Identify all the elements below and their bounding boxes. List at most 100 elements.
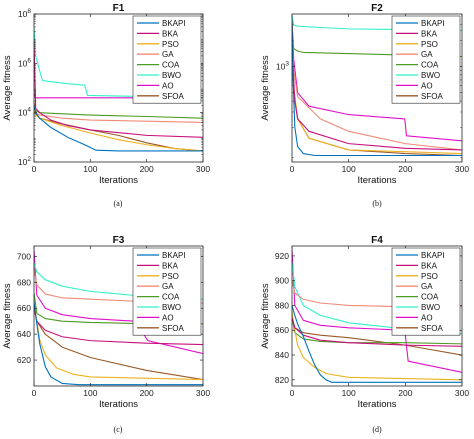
legend-label-bkapi: BKAPI (162, 251, 186, 260)
legend-label-bkapi: BKAPI (421, 19, 445, 28)
x-tick-label: 0 (32, 388, 37, 398)
series-line-bwo (34, 26, 203, 99)
x-tick-label: 300 (455, 388, 469, 398)
legend-label-bwo: BWO (421, 303, 440, 312)
legend-label-pso: PSO (162, 272, 179, 281)
panel-f1: 0 100 200 300 102 104 106 108 F1 Iterations Averag… (2, 3, 210, 208)
series-line-pso (34, 108, 203, 152)
legend-label-ao: AO (162, 81, 174, 90)
chart-title: F4 (371, 235, 383, 246)
y-tick-label: 104 (18, 107, 31, 118)
legend-label-ga: GA (421, 282, 433, 291)
chart-title: F1 (113, 3, 125, 14)
y-tick-label: 820 (275, 375, 289, 385)
y-axis-label: Average fitness (2, 55, 13, 121)
panel-f3: 0 100 200 300 620 640 660 680 700 F3 Iterations Ave… (2, 235, 210, 434)
series-line-bka (34, 39, 203, 138)
series-line-bkapi (34, 301, 203, 386)
axes-frame (291, 245, 463, 387)
x-axis-label: Iterations (99, 399, 138, 410)
y-tick-label: 660 (17, 303, 31, 313)
y-tick-label: 102 (18, 156, 31, 167)
legend-label-coa: COA (162, 61, 180, 70)
y-tick-label: 860 (275, 325, 289, 335)
axes-frame (33, 245, 204, 387)
legend-label-sfoa: SFOA (162, 324, 184, 333)
y-tick-label: 880 (275, 300, 289, 310)
legend-label-coa: COA (421, 61, 439, 70)
legend-label-ga: GA (162, 282, 174, 291)
y-tick-label: 620 (17, 355, 31, 365)
y-tick-label: 103 (276, 60, 289, 71)
panel-caption: (b) (372, 199, 382, 208)
legend-label-coa: COA (162, 293, 180, 302)
legend-label-pso: PSO (421, 272, 438, 281)
x-tick-label: 100 (342, 164, 356, 174)
legend-box (391, 247, 461, 336)
legend-label-bwo: BWO (162, 303, 181, 312)
x-tick-label: 0 (32, 164, 37, 174)
y-tick-label: 700 (17, 251, 31, 261)
y-tick-label: 640 (17, 329, 31, 339)
x-tick-label: 100 (342, 388, 356, 398)
legend-label-bkapi: BKAPI (421, 251, 445, 260)
chart-title: F3 (113, 235, 125, 246)
series-line-pso (292, 311, 462, 381)
legend-label-bka: BKA (421, 29, 438, 38)
panel-f4: 0 100 200 300 820 840 860 880 900 920 F4 Iterations… (260, 235, 469, 434)
y-tick-label: 840 (275, 350, 289, 360)
legend-label-pso: PSO (421, 40, 438, 49)
legend-box (132, 15, 202, 104)
panel-caption: (d) (372, 425, 382, 434)
y-tick-label: 680 (17, 277, 31, 287)
legend-box (391, 15, 461, 104)
x-tick-label: 0 (290, 164, 295, 174)
legend-label-ga: GA (162, 50, 174, 59)
legend-label-coa: COA (421, 293, 439, 302)
legend-label-bkapi: BKAPI (162, 19, 186, 28)
legend-label-bka: BKA (162, 261, 179, 270)
series-line-ao (292, 249, 462, 373)
x-tick-label: 200 (398, 164, 412, 174)
x-tick-label: 200 (140, 164, 154, 174)
legend-label-ao: AO (162, 313, 174, 322)
legend-label-bka: BKA (421, 261, 438, 270)
legend-label-ao: AO (421, 313, 433, 322)
legend-label-sfoa: SFOA (421, 92, 443, 101)
series-group (34, 249, 203, 386)
panel-caption: (c) (114, 425, 123, 434)
series-group (34, 26, 203, 152)
y-tick-label: 108 (18, 8, 31, 19)
x-tick-label: 300 (196, 164, 210, 174)
series-line-ao (292, 19, 462, 142)
legend-label-ga: GA (421, 50, 433, 59)
axes-frame (33, 13, 204, 163)
x-axis-label: Iterations (357, 399, 396, 410)
legend-label-pso: PSO (162, 40, 179, 49)
x-tick-label: 300 (196, 388, 210, 398)
series-line-ao (34, 249, 203, 355)
x-axis-label: Iterations (99, 175, 138, 186)
legend-label-bka: BKA (162, 29, 179, 38)
x-tick-label: 200 (398, 388, 412, 398)
y-axis-label: Average fitness (260, 55, 271, 121)
panel-f2: 0 100 200 300 103 F2 Iterations Average fitness… (260, 3, 469, 208)
legend-label-sfoa: SFOA (421, 324, 443, 333)
x-tick-label: 200 (140, 388, 154, 398)
legend-label-sfoa: SFOA (162, 92, 184, 101)
series-line-bka (292, 317, 462, 347)
axes-frame (291, 13, 463, 163)
x-axis-label: Iterations (357, 175, 396, 186)
x-tick-label: 300 (455, 164, 469, 174)
chart-title: F2 (371, 3, 383, 14)
y-axis-label: Average fitness (260, 283, 271, 349)
x-tick-label: 0 (290, 388, 295, 398)
y-axis-label: Average fitness (2, 283, 13, 349)
series-line-bkapi (292, 305, 462, 383)
series-line-bkapi (34, 105, 203, 152)
